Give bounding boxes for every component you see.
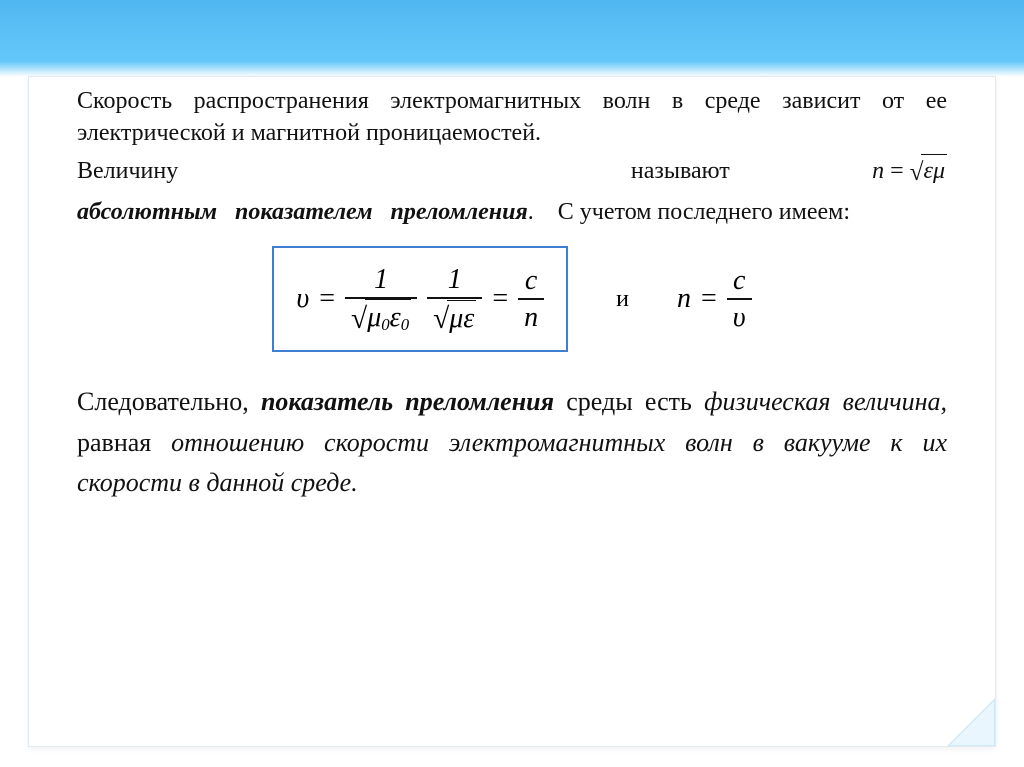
paragraph-1b: Величину называют n = √ εμ bbox=[77, 154, 947, 188]
frac1-eps-sub: 0 bbox=[401, 315, 409, 334]
inline-eq: = bbox=[890, 158, 904, 184]
and-word: и bbox=[616, 286, 629, 313]
p3-bi: показатель преломления bbox=[261, 387, 554, 416]
side-lhs: n bbox=[677, 283, 691, 315]
inline-sqrt: √ εμ bbox=[910, 154, 947, 188]
frac2-radicand: με bbox=[447, 300, 476, 336]
frac1-mu-sub: 0 bbox=[381, 315, 389, 334]
p1-line1: Скорость распространения электромагнитны… bbox=[77, 88, 761, 114]
p1-word-nazyvayut: называют bbox=[631, 158, 730, 184]
frac3-den: n bbox=[518, 300, 544, 335]
inline-lhs: n bbox=[872, 158, 884, 184]
side-eq: = bbox=[701, 283, 717, 315]
main-formula: υ = 1 √ μ0ε0 bbox=[296, 262, 544, 336]
p1-word-velichinu: Величину bbox=[77, 158, 178, 184]
radical-icon: √ bbox=[351, 301, 367, 338]
frac2-sqrt: √ με bbox=[433, 299, 476, 336]
main-eq1: = bbox=[319, 283, 335, 315]
p3-lead: Следовательно, bbox=[77, 387, 261, 416]
formula-row: υ = 1 √ μ0ε0 bbox=[77, 246, 947, 352]
frac-1: 1 √ μ0ε0 bbox=[345, 262, 417, 336]
main-eq2: = bbox=[492, 283, 508, 315]
frac3-num: c bbox=[519, 263, 543, 298]
side-den: υ bbox=[727, 300, 752, 335]
slide-page: Скорость распространения электромагнитны… bbox=[0, 0, 1024, 767]
main-lhs: υ bbox=[296, 283, 309, 315]
frac2-num: 1 bbox=[442, 262, 468, 297]
radical-icon: √ bbox=[433, 301, 449, 338]
p2-bold-italic: абсолютным показателем преломления bbox=[77, 199, 528, 225]
side-formula: n = c υ bbox=[677, 263, 752, 335]
frac1-den: √ μ0ε0 bbox=[345, 299, 417, 336]
p3-it2: отношению скорости электромагнитных волн… bbox=[77, 428, 947, 497]
p3-after-it1: равная bbox=[77, 428, 171, 457]
frac1-sqrt: √ μ0ε0 bbox=[351, 299, 411, 336]
radical-icon: √ bbox=[910, 156, 924, 190]
inline-sqrt-radicand: εμ bbox=[921, 154, 947, 187]
frac2-den: √ με bbox=[427, 299, 482, 336]
frac-3: c n bbox=[518, 263, 544, 335]
frac1-radicand: μ0ε0 bbox=[365, 299, 411, 336]
side-frac: c υ bbox=[727, 263, 752, 335]
frac1-eps: ε bbox=[390, 302, 401, 333]
p3-it1: физическая величина, bbox=[704, 387, 947, 416]
frac-2: 1 √ με bbox=[427, 262, 482, 336]
paragraph-2: абсолютным показателем преломления. С уч… bbox=[77, 196, 947, 228]
paragraph-3: Следовательно, показатель преломления ср… bbox=[77, 382, 947, 503]
frac1-num: 1 bbox=[368, 262, 394, 297]
side-num: c bbox=[727, 263, 751, 298]
page-curl-highlight bbox=[950, 701, 994, 745]
content-panel: Скорость распространения электромагнитны… bbox=[28, 76, 996, 747]
p2-rest: . С учетом последнего имеем: bbox=[528, 199, 850, 225]
p3-after-bi: среды есть bbox=[554, 387, 704, 416]
inline-formula: n = √ εμ bbox=[872, 154, 947, 188]
boxed-formula: υ = 1 √ μ0ε0 bbox=[272, 246, 568, 352]
frac1-mu: μ bbox=[367, 302, 381, 333]
paragraph-1: Скорость распространения электромагнитны… bbox=[77, 85, 947, 150]
